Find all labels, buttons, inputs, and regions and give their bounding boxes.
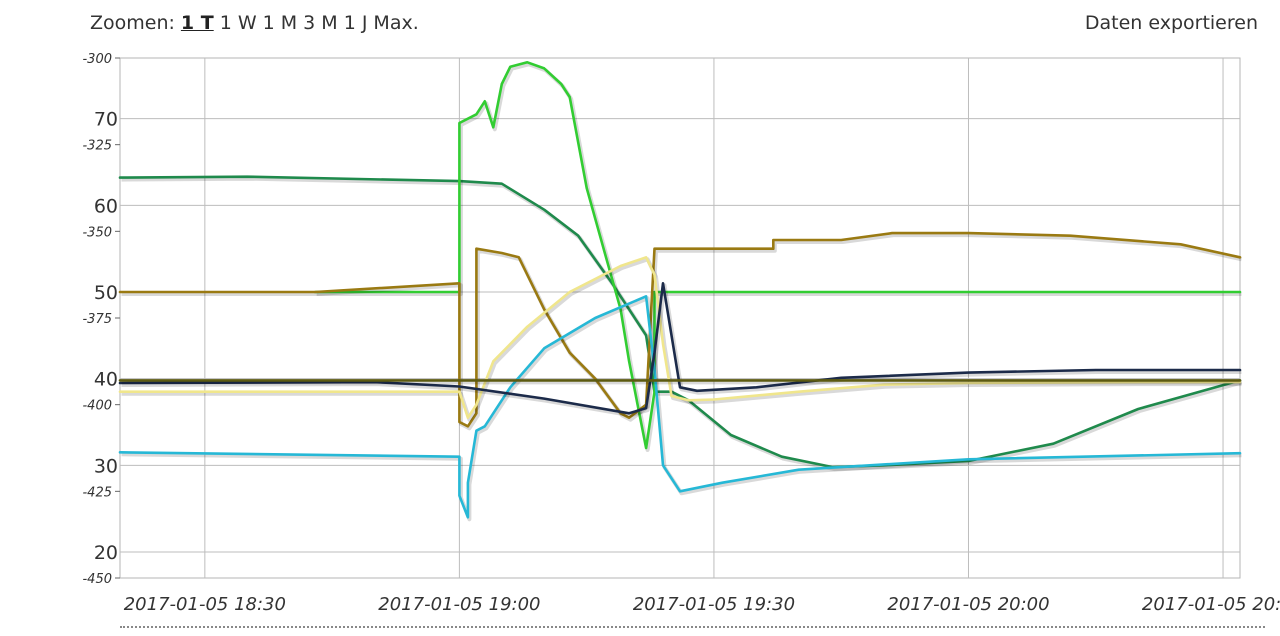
- series-line: [118, 231, 1242, 428]
- y-left-tick-label: -300: [82, 52, 112, 67]
- series-line: [313, 60, 1242, 450]
- y-right-tick-label: 30: [94, 455, 118, 477]
- zoom-1-year[interactable]: 1 J: [343, 12, 368, 34]
- y-right-tick-label: 60: [94, 195, 118, 217]
- zoom-1-day[interactable]: 1 T: [180, 12, 214, 34]
- x-tick-label: 2017-01-05 19:30: [633, 594, 795, 615]
- zoom-max[interactable]: Max.: [373, 12, 419, 34]
- series-line-shadow: [121, 176, 1243, 472]
- y-left-tick-label: -350: [82, 225, 112, 240]
- y-left-tick-label: -400: [82, 399, 112, 414]
- export-data-button[interactable]: Daten exportieren: [1084, 12, 1258, 34]
- toolbar: Zoomen: 1 T 1 W 1 M 3 M 1 J Max. Daten e…: [0, 0, 1280, 50]
- y-right-tick-label: 70: [94, 109, 118, 131]
- y-left-tick-label: -375: [82, 312, 112, 327]
- series-line: [118, 175, 1242, 469]
- y-left-tick-label: -450: [82, 572, 112, 587]
- x-tick-label: 2017-01-05 18:30: [124, 594, 286, 615]
- zoom-1-week[interactable]: 1 W: [219, 12, 257, 34]
- zoom-label: Zoomen:: [90, 12, 175, 34]
- plot-frame: [119, 57, 1241, 579]
- series-line: [118, 255, 1242, 420]
- x-tick-label: 2017-01-05 20:00: [887, 594, 1049, 615]
- dotted-divider: [120, 626, 1265, 628]
- series-line: [118, 294, 1242, 519]
- zoom-controls: Zoomen: 1 T 1 W 1 M 3 M 1 J Max.: [90, 12, 419, 34]
- series-line: [118, 281, 1242, 415]
- series-line-shadow: [121, 296, 1242, 522]
- y-right-tick-label: 40: [94, 369, 118, 391]
- y-left-tick-label: -325: [82, 139, 112, 154]
- y-left-tick-label: -425: [82, 485, 112, 500]
- zoom-3-months[interactable]: 3 M: [303, 12, 338, 34]
- zoom-1-month[interactable]: 1 M: [262, 12, 298, 34]
- y-right-tick-label: 50: [94, 282, 118, 304]
- x-tick-label: 2017-01-05 19:00: [378, 594, 540, 615]
- x-tick-label: 2017-01-05 20:30: [1142, 594, 1280, 615]
- y-right-tick-label: 20: [94, 542, 118, 564]
